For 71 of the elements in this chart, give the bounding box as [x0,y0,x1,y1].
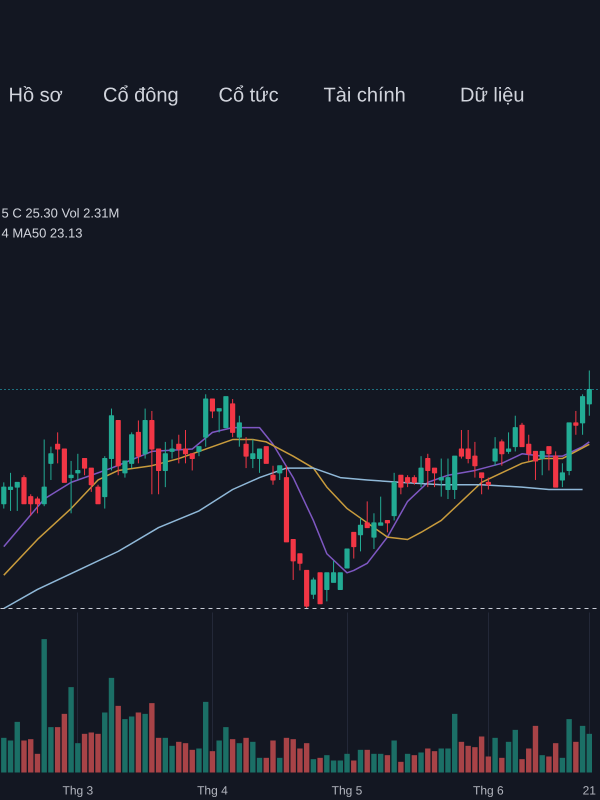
candlestick [486,477,491,490]
x-tick-label: Thg 5 [332,784,363,798]
x-tick-label: Thg 6 [473,784,504,798]
bar [310,759,316,772]
candlestick [573,410,578,436]
x-tick-label: 21 [582,784,596,798]
bar [136,712,142,772]
bar [351,760,356,772]
bar [418,752,424,772]
text: Cổ tức [218,84,279,106]
text: 4 MA50 23.13 [2,226,82,240]
bar [116,706,121,772]
candlestick [384,520,390,533]
candlestick [236,415,242,448]
candlestick [210,398,216,419]
text: Hồ sơ [8,84,63,106]
candlestick [351,532,356,560]
bar [236,743,242,772]
candlestick [162,441,168,488]
bar [398,762,404,772]
candlestick [68,460,74,514]
candlestick [418,456,424,488]
bar [384,755,390,772]
x-tick-label: Thg 4 [197,784,228,798]
bar [492,738,498,772]
bar [317,758,323,772]
bar [412,755,418,772]
candlestick [196,446,202,457]
candlestick [55,432,60,464]
candlestick [216,408,222,433]
bar [210,751,216,772]
bar [499,758,505,772]
candlestick [136,420,141,464]
bar [364,750,370,772]
bar [391,740,397,772]
candlestick [95,484,101,504]
candlestick [364,500,370,528]
candlestick [492,436,498,466]
bar [540,755,545,772]
candlestick [479,472,484,495]
candlestick [169,439,175,460]
candlestick [540,450,545,476]
text: 5 C 25.30 Vol 2.31M [2,206,120,220]
candlestick [499,439,504,466]
bar [573,742,579,772]
text: Tài chính [324,84,406,106]
candlestick [243,436,249,469]
bar [358,750,364,772]
candlestick [560,462,565,488]
bar [404,754,410,772]
bar [243,738,249,772]
candlestick [277,465,282,480]
candlestick [546,446,552,471]
candlestick [156,448,162,495]
candlestick [75,453,80,480]
candlestick [48,446,54,480]
candlestick [264,446,269,464]
bar [142,714,148,772]
candlestick [310,577,316,600]
candlestick [358,518,364,552]
text: Dữ liệu [460,84,525,106]
bar [230,739,236,772]
candlestick [42,439,47,507]
bar [277,758,282,772]
candlestick [512,415,518,452]
candlestick [344,548,350,569]
candlestick [14,482,20,512]
x-tick-label: Thg 3 [62,784,94,798]
candlestick [506,432,512,454]
candlestick [270,465,276,486]
text: Cổ đông [103,84,179,106]
